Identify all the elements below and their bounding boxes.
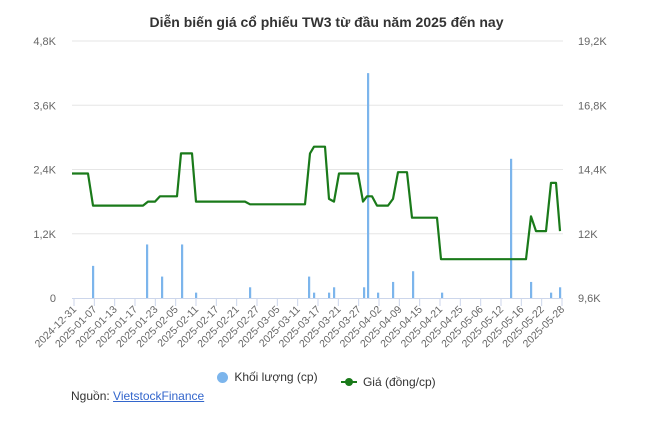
source-note: Nguồn: VietstockFinance	[71, 389, 204, 403]
x-axis-dates: 2024-12-312025-01-072025-01-132025-01-17…	[33, 298, 567, 350]
volume-bar[interactable]	[367, 73, 370, 298]
right-tick-label: 19,2K	[578, 36, 607, 48]
legend-volume-label: Khối lượng (cp)	[234, 370, 318, 384]
volume-bar[interactable]	[363, 287, 366, 298]
legend-price-label: Giá (đồng/cp)	[362, 374, 436, 389]
source-prefix: Nguồn:	[71, 389, 114, 403]
left-tick-label: 1,2K	[33, 229, 56, 241]
volume-bar[interactable]	[308, 276, 311, 298]
legend: Khối lượng (cp) Giá (đồng/cp)	[0, 370, 653, 389]
volume-bar[interactable]	[195, 292, 198, 298]
right-axis-price: 9,6K 12K 14,4K 16,8K 19,2K	[578, 36, 607, 305]
volume-bar[interactable]	[161, 276, 164, 298]
left-tick-label: 0	[50, 293, 56, 305]
gridlines	[72, 40, 563, 235]
price-line[interactable]	[72, 145, 562, 261]
right-tick-label: 9,6K	[578, 293, 601, 305]
right-tick-label: 12K	[578, 229, 598, 241]
volume-bar[interactable]	[249, 287, 252, 298]
source-link[interactable]: VietstockFinance	[113, 389, 205, 403]
volume-bar[interactable]	[333, 287, 336, 298]
chart-title: Diễn biến giá cổ phiếu TW3 từ đầu năm 20…	[149, 14, 504, 30]
volume-bar[interactable]	[328, 292, 331, 298]
volume-bar[interactable]	[377, 292, 380, 298]
volume-bar[interactable]	[412, 271, 415, 298]
left-axis-volume: 0 1,2K 2,4K 3,6K 4,8K	[33, 36, 56, 305]
price-line-marker-icon	[340, 377, 357, 386]
volume-bar[interactable]	[313, 292, 316, 298]
volume-bar[interactable]	[559, 287, 562, 298]
volume-dot-icon	[217, 371, 229, 383]
volume-bar[interactable]	[392, 281, 395, 298]
legend-item-volume[interactable]: Khối lượng (cp)	[217, 370, 318, 384]
right-tick-label: 16,8K	[578, 100, 607, 112]
legend-item-price[interactable]: Giá (đồng/cp)	[340, 374, 436, 389]
price-polyline[interactable]	[72, 145, 562, 261]
volume-bar[interactable]	[510, 158, 513, 298]
volume-bar[interactable]	[441, 292, 444, 298]
left-tick-label: 2,4K	[33, 165, 56, 177]
volume-bar[interactable]	[146, 244, 149, 298]
volume-bar[interactable]	[550, 292, 553, 298]
left-tick-label: 4,8K	[33, 36, 56, 48]
right-tick-label: 14,4K	[578, 165, 607, 177]
left-tick-label: 3,6K	[33, 100, 56, 112]
volume-bar[interactable]	[530, 281, 533, 298]
volume-bar[interactable]	[92, 265, 95, 298]
volume-bars[interactable]	[92, 73, 562, 298]
volume-bar[interactable]	[181, 244, 184, 298]
